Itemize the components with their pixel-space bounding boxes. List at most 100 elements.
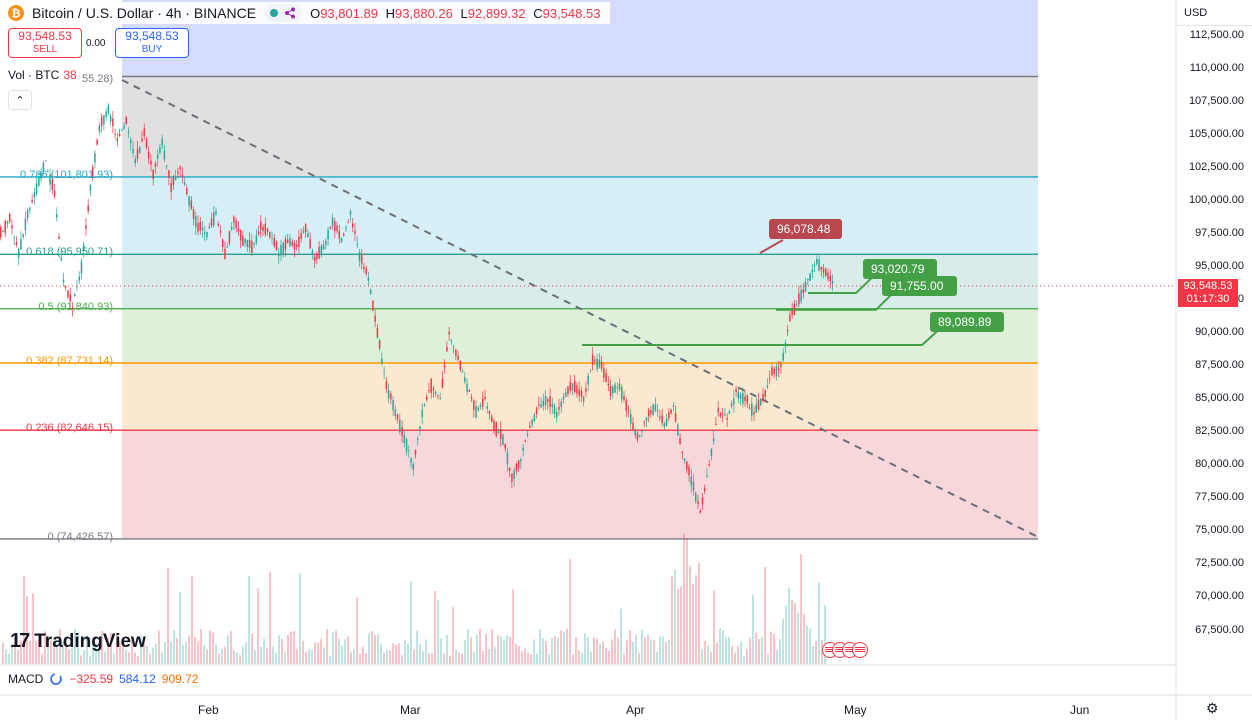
price-tick: 97,500.00 <box>1195 226 1244 239</box>
volume-bar <box>353 648 355 664</box>
candle-body <box>612 386 614 394</box>
candle-body <box>51 179 54 190</box>
candle-body <box>558 406 560 410</box>
settings-icon[interactable]: ⚙ <box>1206 700 1219 716</box>
candle-body <box>764 390 766 397</box>
volume-bar <box>26 595 28 664</box>
candle-body <box>818 259 820 271</box>
volume-bar <box>125 649 127 664</box>
candle-body <box>798 293 800 305</box>
volume-bar <box>494 647 496 664</box>
symbol-header[interactable]: ₿ Bitcoin / U.S. Dollar · 4h · BINANCE O… <box>6 2 611 24</box>
candle-body <box>511 473 513 482</box>
candle-body <box>284 238 287 250</box>
volume-bar <box>191 576 193 664</box>
volume-bar <box>611 639 613 664</box>
candle-body <box>98 125 101 132</box>
candle-body <box>183 182 186 186</box>
candle-body <box>206 232 208 238</box>
support-tag-2[interactable]: 91,755.00 <box>882 276 957 296</box>
tradingview-logo[interactable]: 17 TradingView <box>10 630 146 652</box>
candle-body <box>459 360 462 370</box>
candle-body <box>410 457 412 464</box>
volume-bar <box>161 652 163 664</box>
support-tag-3[interactable]: 89,089.89 <box>930 312 1004 332</box>
volume-bar <box>23 575 25 664</box>
candle-body <box>67 290 69 298</box>
candle-body <box>414 449 417 455</box>
volume-bar <box>185 641 187 664</box>
price-tick: 67,500.00 <box>1195 623 1244 636</box>
volume-bar <box>665 641 667 664</box>
price-tick: 80,000.00 <box>1195 458 1244 471</box>
candle-body <box>589 369 592 371</box>
candle-body <box>396 414 399 420</box>
us-flag-icon[interactable] <box>852 642 868 658</box>
symbol-title[interactable]: Bitcoin / U.S. Dollar · 4h · BINANCE <box>32 5 257 21</box>
fib-label-0.618: 0.618 (95,950.71) <box>26 246 113 259</box>
candle-body <box>76 286 78 288</box>
candle-body <box>369 290 372 295</box>
market-open-icon <box>270 9 279 17</box>
sell-price: 93,548.53 <box>18 29 72 43</box>
volume-bar <box>434 590 436 664</box>
volume-bar <box>629 630 631 664</box>
time-tick: Jun <box>1070 703 1090 717</box>
candle-body <box>212 212 215 226</box>
sell-button[interactable]: 93,548.53 SELL <box>8 28 82 58</box>
candle-body <box>802 289 805 294</box>
candle-body <box>20 239 22 250</box>
candle-body <box>600 361 603 369</box>
candle-body <box>42 162 45 173</box>
candle-body <box>320 245 323 255</box>
candle-body <box>542 400 545 407</box>
volume-bar <box>530 654 532 664</box>
candle-body <box>775 366 778 377</box>
candle-body <box>520 459 522 462</box>
volume-bar <box>779 638 781 664</box>
volume-legend[interactable]: Vol · BTC 38 <box>8 68 77 82</box>
resistance-tag[interactable]: 96,078.48 <box>769 219 842 239</box>
candle-body <box>538 404 540 406</box>
candle-body <box>735 388 737 393</box>
volume-bar <box>731 646 733 664</box>
currency-selector[interactable]: USD <box>1176 0 1252 26</box>
volume-bar <box>623 654 625 664</box>
candle-body <box>670 409 672 414</box>
volume-bar <box>794 603 796 664</box>
support-tag-1[interactable]: 93,020.79 <box>863 259 937 279</box>
economic-events[interactable] <box>822 642 868 658</box>
volume-bar <box>35 640 37 664</box>
open-value: 93,801.89 <box>320 5 379 21</box>
volume-bar <box>242 646 244 664</box>
status-pill[interactable] <box>264 4 303 22</box>
volume-bar <box>314 642 316 664</box>
time-tick: Feb <box>198 703 219 717</box>
candle-body <box>253 242 255 245</box>
volume-bar <box>767 654 769 664</box>
candle-body <box>827 272 829 280</box>
price-tick: 110,000.00 <box>1189 61 1244 74</box>
volume-bar <box>395 644 397 664</box>
volume-bar <box>431 653 433 664</box>
candle-body <box>807 279 809 281</box>
candle-body <box>450 340 453 342</box>
candle-body <box>614 384 616 393</box>
volume-bar <box>179 591 181 664</box>
candle-body <box>192 209 195 219</box>
candle-body <box>29 207 31 211</box>
candle-body <box>540 404 542 408</box>
macd-legend[interactable]: MACD −325.59 584.12 909.72 <box>8 672 198 686</box>
volume-bar <box>248 575 250 664</box>
buy-button[interactable]: 93,548.53 BUY <box>115 28 189 58</box>
volume-bar <box>356 597 358 664</box>
candle-body <box>264 223 267 235</box>
volume-bar <box>647 634 649 664</box>
volume-bar <box>113 653 115 664</box>
candle-body <box>710 448 713 457</box>
volume-bar <box>803 614 805 664</box>
volume-bar <box>332 632 334 664</box>
candle-body <box>316 254 318 260</box>
chevron-up-icon[interactable]: ⌃ <box>8 90 32 110</box>
